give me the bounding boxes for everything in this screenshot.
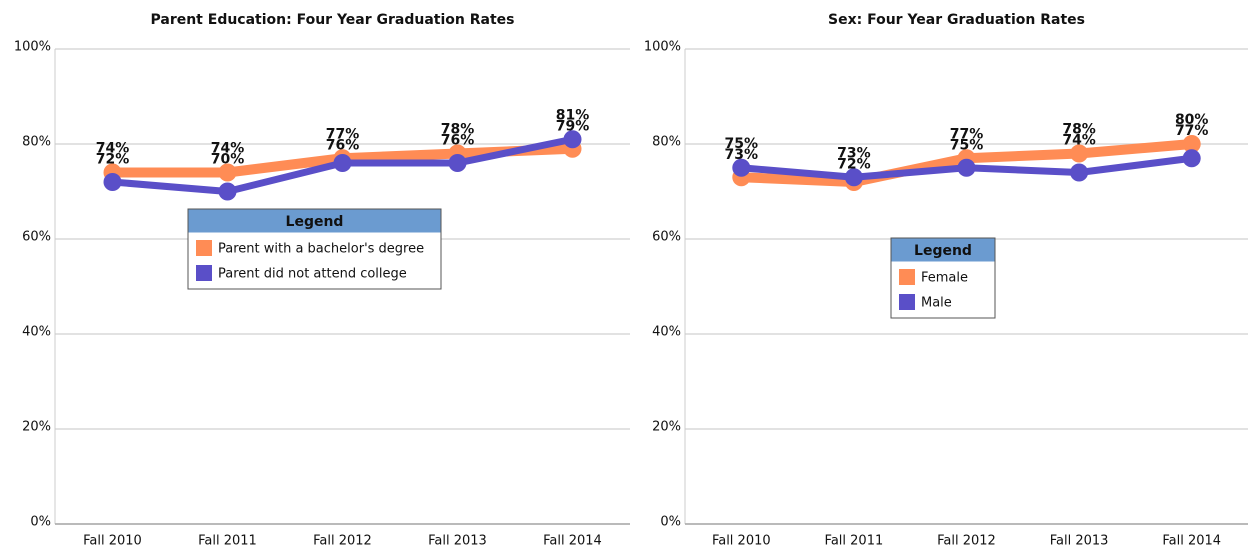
data-label: 74% <box>211 141 245 157</box>
legend-swatch <box>899 294 915 310</box>
chart-title: Parent Education: Four Year Graduation R… <box>150 12 514 28</box>
x-tick-label: Fall 2012 <box>937 534 996 547</box>
point <box>844 168 863 187</box>
point <box>1070 163 1089 182</box>
point <box>448 154 467 172</box>
x-tick-label: Fall 2011 <box>825 534 884 547</box>
y-tick-label: 80% <box>652 135 681 150</box>
y-tick-label: 20% <box>652 420 681 435</box>
point <box>103 173 122 191</box>
legend-swatch <box>196 265 212 281</box>
data-label: 74% <box>96 141 130 157</box>
x-tick-label: Fall 2010 <box>83 534 142 547</box>
data-label: 75% <box>950 137 984 153</box>
y-tick-label: 20% <box>22 420 51 435</box>
point <box>1070 144 1089 163</box>
data-label: 72% <box>96 152 130 168</box>
y-tick-label: 100% <box>14 40 51 55</box>
point <box>333 154 352 172</box>
data-label: 77% <box>1175 123 1209 139</box>
point <box>1182 149 1201 168</box>
y-tick-label: 60% <box>652 230 681 245</box>
data-label: 78% <box>441 122 475 138</box>
legend-title: Legend <box>914 243 972 259</box>
y-tick-label: 40% <box>22 325 51 340</box>
legend-header <box>891 238 995 262</box>
x-tick-label: Fall 2010 <box>712 534 771 547</box>
legend-label: Parent with a bachelor's degree <box>218 242 424 257</box>
data-label: 81% <box>556 107 590 123</box>
data-label: 75% <box>725 136 759 152</box>
point <box>563 130 582 149</box>
data-label: 73% <box>725 147 759 163</box>
legend-label: Female <box>921 271 968 286</box>
y-tick-label: 40% <box>652 325 681 340</box>
x-tick-label: Fall 2014 <box>543 534 602 547</box>
point <box>218 163 237 182</box>
legend-label: Male <box>921 296 952 311</box>
x-tick-label: Fall 2013 <box>1050 534 1109 547</box>
y-tick-label: 100% <box>644 40 681 55</box>
x-tick-label: Fall 2011 <box>198 534 257 547</box>
data-label: 70% <box>211 152 245 168</box>
data-label: 77% <box>326 126 360 142</box>
data-label: 78% <box>1062 122 1096 138</box>
y-tick-label: 0% <box>660 515 681 530</box>
chart-title: Sex: Four Year Graduation Rates <box>828 12 1085 28</box>
point <box>732 158 751 177</box>
legend-label: Parent did not attend college <box>218 267 407 282</box>
data-label: 72% <box>837 156 871 172</box>
data-label: 76% <box>441 133 475 149</box>
data-label: 79% <box>556 118 590 134</box>
point <box>1182 135 1201 153</box>
legend-title: Legend <box>286 214 344 230</box>
x-tick-label: Fall 2013 <box>428 534 487 547</box>
legend-swatch <box>899 269 915 285</box>
point <box>957 158 976 177</box>
point <box>218 182 237 201</box>
y-tick-label: 60% <box>22 230 51 245</box>
x-tick-label: Fall 2012 <box>313 534 372 547</box>
y-tick-label: 80% <box>22 135 51 150</box>
data-label: 77% <box>950 126 984 142</box>
legend-swatch <box>196 240 212 256</box>
x-tick-label: Fall 2014 <box>1162 534 1221 547</box>
data-label: 73% <box>837 145 871 161</box>
data-label: 74% <box>1062 133 1096 149</box>
legend-header <box>188 209 441 233</box>
data-label: 80% <box>1175 112 1209 128</box>
y-tick-label: 0% <box>30 515 51 530</box>
data-label: 76% <box>326 137 360 153</box>
